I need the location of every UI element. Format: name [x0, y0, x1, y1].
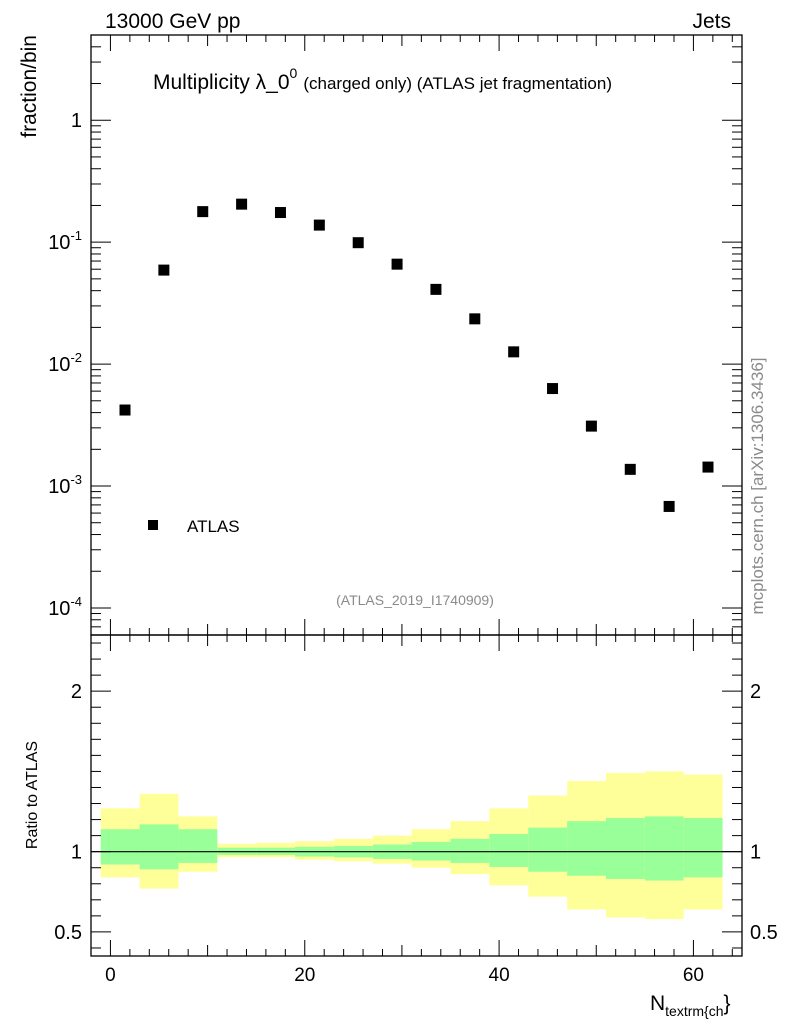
ratio-frame: [90, 634, 743, 957]
x-tick-labels: 0 20 40 60: [105, 965, 704, 986]
x-tick-label: 0: [105, 965, 116, 986]
y-tick-label: 1: [71, 110, 82, 132]
x-label-sub: textrm{ch: [665, 1003, 723, 1019]
ratio-band-inner: [178, 829, 218, 863]
title-superscript: 0: [290, 65, 298, 81]
ratio-axis-ticks: [90, 635, 742, 956]
data-point: [274, 207, 286, 219]
data-points: [119, 198, 714, 512]
y-tick-label: 10-3: [48, 472, 82, 498]
ratio-y-tick-label-left: 2: [71, 681, 82, 703]
title-suffix: (charged only) (ATLAS jet fragmentation): [303, 74, 612, 93]
x-label-main: N: [650, 992, 665, 1015]
plot-title: Multiplicity λ_00 (charged only) (ATLAS j…: [153, 65, 612, 94]
x-tick-label: 60: [683, 965, 704, 986]
ratio-band-inner: [450, 838, 490, 863]
side-label: mcplots.cern.ch [arXiv:1306.3436]: [748, 357, 767, 614]
ratio-y-tick-label-right: 1: [750, 842, 761, 864]
ratio-y-tick-label-left: 1: [71, 842, 82, 864]
y-axis-label: fraction/bin: [18, 35, 41, 138]
y-tick-exponent: -2: [70, 350, 82, 365]
ratio-y-tick-label-left: 0.5: [54, 922, 82, 944]
ratio-band-inner: [683, 817, 723, 878]
data-point: [585, 420, 597, 432]
y-tick-label: 10-2: [48, 350, 82, 376]
ratio-y-axis-label: Ratio to ATLAS: [24, 741, 41, 849]
y-tick-base: 10: [48, 598, 70, 620]
process-label: Jets: [692, 10, 731, 33]
y-tick-exponent: -1: [70, 228, 82, 243]
y-tick-label: 10-4: [48, 594, 82, 620]
y-tick-label: 10-1: [48, 228, 82, 254]
y-tick-base: 10: [48, 476, 70, 498]
ratio-bands: [91, 771, 742, 920]
y-tick-exponent: -3: [70, 472, 82, 487]
x-tick-label: 20: [294, 965, 315, 986]
legend-marker: [148, 520, 158, 530]
ratio-y-tick-labels: 0.5 0.5 1 1 2 2: [54, 681, 778, 944]
data-point: [352, 237, 364, 249]
legend-label: ATLAS: [187, 517, 240, 536]
data-point: [313, 219, 325, 231]
main-frame: [90, 34, 743, 636]
title-main: Multiplicity λ_0: [153, 71, 290, 94]
data-point: [469, 313, 481, 325]
data-point: [236, 198, 248, 210]
ratio-band-inner: [139, 824, 179, 870]
y-tick-base: 10: [48, 354, 70, 376]
ratio-band-inner: [100, 829, 140, 865]
ratio-band-inner: [489, 834, 529, 867]
data-point: [547, 383, 559, 395]
ratio-y-tick-label-right: 0.5: [750, 922, 778, 944]
data-point: [663, 500, 675, 512]
data-point: [391, 258, 403, 270]
data-point: [158, 264, 170, 276]
ratio-band-inner: [528, 827, 568, 872]
main-axis-ticks: [90, 34, 742, 636]
x-tick-label: 40: [489, 965, 510, 986]
data-point: [702, 461, 714, 473]
y-tick-exponent: -4: [70, 594, 82, 609]
data-point: [197, 206, 209, 218]
main-y-tick-labels: 10-410-310-210-11: [48, 110, 82, 620]
data-point: [119, 404, 131, 416]
ratio-band-inner: [567, 821, 606, 876]
x-label-tail: }: [724, 992, 731, 1015]
data-point: [508, 346, 520, 358]
data-point: [624, 463, 636, 475]
ratio-band-inner: [644, 816, 684, 881]
main-panel: 10-410-310-210-11 Multiplicity λ_00(char…: [18, 34, 743, 636]
data-point: [430, 283, 442, 295]
analysis-label: (ATLAS_2019_I1740909): [336, 592, 494, 608]
x-axis-label: Ntextrm{ch}: [650, 992, 731, 1019]
energy-label: 13000 GeV pp: [105, 10, 240, 33]
y-tick-base: 10: [48, 232, 70, 254]
ratio-band-inner: [605, 817, 645, 879]
ratio-panel: 0.5 0.5 1 1 2 2 0 20 40 60 Ratio to ATLAS Ntextr…: [24, 634, 778, 1019]
ratio-y-tick-label-right: 2: [750, 681, 761, 703]
